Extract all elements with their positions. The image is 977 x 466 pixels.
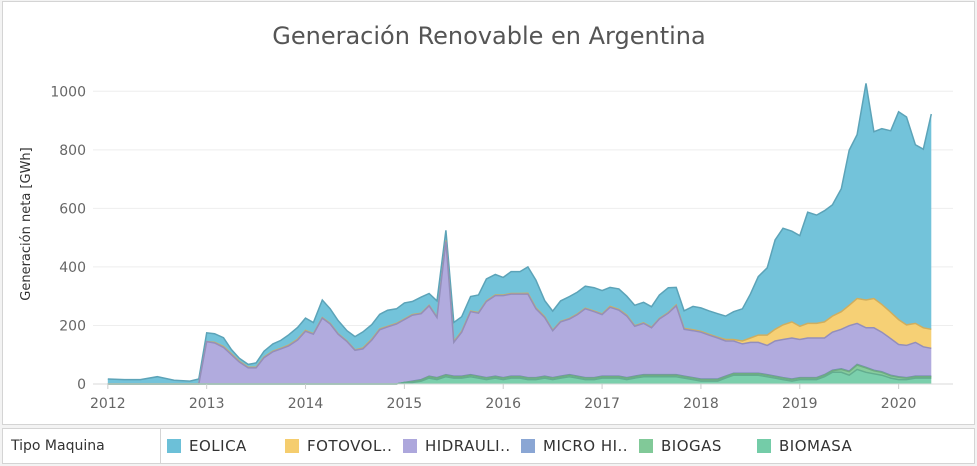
y-tick-label: 200 <box>59 318 86 334</box>
series-line-eolica <box>107 83 933 382</box>
series-area-hidraulica[interactable] <box>107 241 932 384</box>
legend-swatch <box>757 439 771 453</box>
y-tick-label: 0 <box>77 377 86 393</box>
series-areas <box>107 83 933 385</box>
chart-panel: Generación Renovable en Argentina Genera… <box>2 1 975 425</box>
legend-item[interactable]: FOTOVOL.. <box>285 437 397 455</box>
legend: Tipo Maquina EOLICA FOTOVOL.. HIDRAULI.. MI… <box>2 428 975 464</box>
y-tick-label: 600 <box>59 201 86 217</box>
y-axis: 0 200 400 600 800 1000 <box>50 84 86 393</box>
x-tick-label: 2019 <box>782 396 818 412</box>
y-tick-label: 400 <box>59 260 86 276</box>
legend-swatch <box>521 439 535 453</box>
legend-label: FOTOVOL.. <box>307 437 393 455</box>
legend-swatch <box>285 439 299 453</box>
legend-item[interactable]: BIOGAS <box>639 437 751 455</box>
legend-item[interactable]: EOLICA <box>167 437 279 455</box>
x-tick-label: 2014 <box>288 396 324 412</box>
legend-item[interactable]: BIOMASA <box>757 437 869 455</box>
legend-label: HIDRAULI.. <box>425 437 511 455</box>
y-axis-label: Generación neta [GWh] <box>19 147 34 300</box>
x-tick-label: 2020 <box>881 396 917 412</box>
legend-swatch <box>167 439 181 453</box>
series-line-hidraulica <box>107 241 932 385</box>
x-axis: 2012 2013 2014 2015 2016 2017 2018 2019 2020 <box>90 383 953 412</box>
x-tick-label: 2017 <box>584 396 620 412</box>
x-tick-label: 2012 <box>90 396 126 412</box>
legend-label: EOLICA <box>189 437 247 455</box>
legend-item[interactable]: MICRO HI.. <box>521 437 633 455</box>
legend-swatch <box>403 439 417 453</box>
y-tick-label: 1000 <box>50 84 86 100</box>
x-tick-label: 2015 <box>387 396 423 412</box>
y-tick-label: 800 <box>59 143 86 159</box>
x-tick-label: 2013 <box>189 396 225 412</box>
area-chart: Generación Renovable en Argentina Genera… <box>19 22 953 412</box>
series-area-biomasa[interactable] <box>107 369 932 384</box>
legend-title: Tipo Maquina <box>3 429 161 463</box>
legend-item[interactable]: HIDRAULI.. <box>403 437 515 455</box>
legend-label: MICRO HI.. <box>543 437 629 455</box>
chart-title: Generación Renovable en Argentina <box>272 22 705 50</box>
legend-swatch <box>639 439 653 453</box>
legend-items: EOLICA FOTOVOL.. HIDRAULI.. MICRO HI.. BIOGA… <box>161 437 869 455</box>
legend-label: BIOGAS <box>661 437 722 455</box>
x-tick-label: 2016 <box>485 396 521 412</box>
x-tick-label: 2018 <box>683 396 719 412</box>
legend-label: BIOMASA <box>779 437 853 455</box>
